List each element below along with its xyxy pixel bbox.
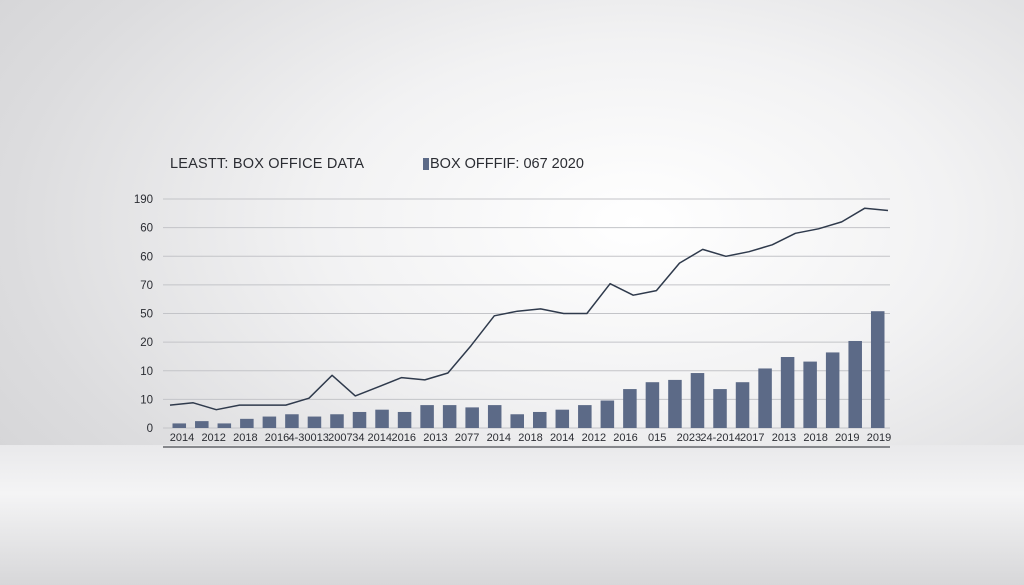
x-tick-label: 2013 [423, 432, 447, 444]
x-tick-label: 2017 [740, 432, 764, 444]
bar [668, 379, 682, 428]
y-axis-tick-labels: 190 60 60 70 50 20 10 10 0 [134, 194, 153, 435]
legend: BOX OFFFIF: 067 2020 [423, 156, 584, 172]
bar [217, 423, 232, 428]
bar [578, 405, 592, 428]
y-tick-label: 0 [147, 423, 153, 435]
bar [375, 409, 389, 428]
x-tick-label: 2019 [835, 432, 859, 444]
x-tick-label: 2014 [550, 432, 574, 444]
legend-label: BOX OFFFIF: 067 2020 [430, 156, 584, 172]
y-tick-label: 190 [134, 194, 153, 206]
bar [195, 421, 209, 428]
x-tick-label: 2012 [201, 432, 225, 444]
x-tick-label: 34 2014 [352, 432, 392, 444]
bar [870, 311, 885, 428]
x-tick-label: 2019 [867, 432, 891, 444]
bar [420, 405, 434, 428]
bar [645, 382, 660, 428]
y-tick-label: 20 [140, 337, 153, 349]
x-tick-label: 2016 [392, 432, 416, 444]
x-tick-label: 2018 [803, 432, 827, 444]
floor-backdrop [0, 445, 1024, 585]
series-line [169, 207, 889, 411]
y-tick-label: 50 [140, 309, 153, 321]
x-tick-label: 4-30013 [289, 432, 329, 444]
bar [510, 414, 524, 428]
line-series [169, 207, 889, 411]
bar [487, 405, 502, 428]
x-tick-label: 2014 [487, 432, 511, 444]
y-tick-label: 60 [140, 251, 153, 263]
x-tick-label: 2077 [455, 432, 479, 444]
x-tick-label: 2018 [518, 432, 542, 444]
x-tick-label: 2016 [265, 432, 289, 444]
bar [848, 340, 862, 428]
bar [780, 357, 795, 428]
bar [623, 389, 637, 428]
x-tick-label: 2018 [233, 432, 257, 444]
x-tick-label: 2016 [613, 432, 637, 444]
chart-title: LEASTT: BOX OFFICE DATA [170, 156, 365, 172]
bar [442, 405, 457, 428]
bar [600, 400, 615, 428]
x-tick-label: 24-2014 [700, 432, 740, 444]
bar [240, 418, 254, 428]
x-tick-label: 2007 [328, 432, 352, 444]
y-tick-label: 60 [140, 223, 153, 235]
bar [533, 411, 547, 428]
bar [397, 411, 412, 428]
x-tick-label: 2023 [677, 432, 701, 444]
bar [713, 389, 727, 428]
y-tick-label: 70 [140, 280, 153, 292]
y-tick-label: 10 [140, 366, 153, 378]
bar [330, 414, 344, 428]
y-tick-label: 10 [140, 394, 153, 406]
bar [172, 423, 187, 428]
x-axis-tick-labels: 2014 2012 2018 2016 4-30013 2007 34 2014 2016 20… [170, 432, 891, 444]
bar [262, 416, 277, 428]
bar [465, 407, 479, 428]
bar [690, 373, 705, 428]
bar-series [172, 311, 885, 428]
bar [735, 382, 750, 428]
bar [352, 411, 367, 428]
bar [825, 352, 840, 428]
x-tick-label: 2012 [582, 432, 606, 444]
bar [555, 409, 570, 428]
bar [758, 368, 772, 428]
x-tick-label: 015 [648, 432, 666, 444]
bar [307, 416, 322, 428]
bar [285, 414, 299, 428]
legend-swatch [423, 158, 429, 170]
x-tick-label: 2014 [170, 432, 194, 444]
bar [803, 361, 817, 428]
x-tick-label: 2013 [772, 432, 796, 444]
